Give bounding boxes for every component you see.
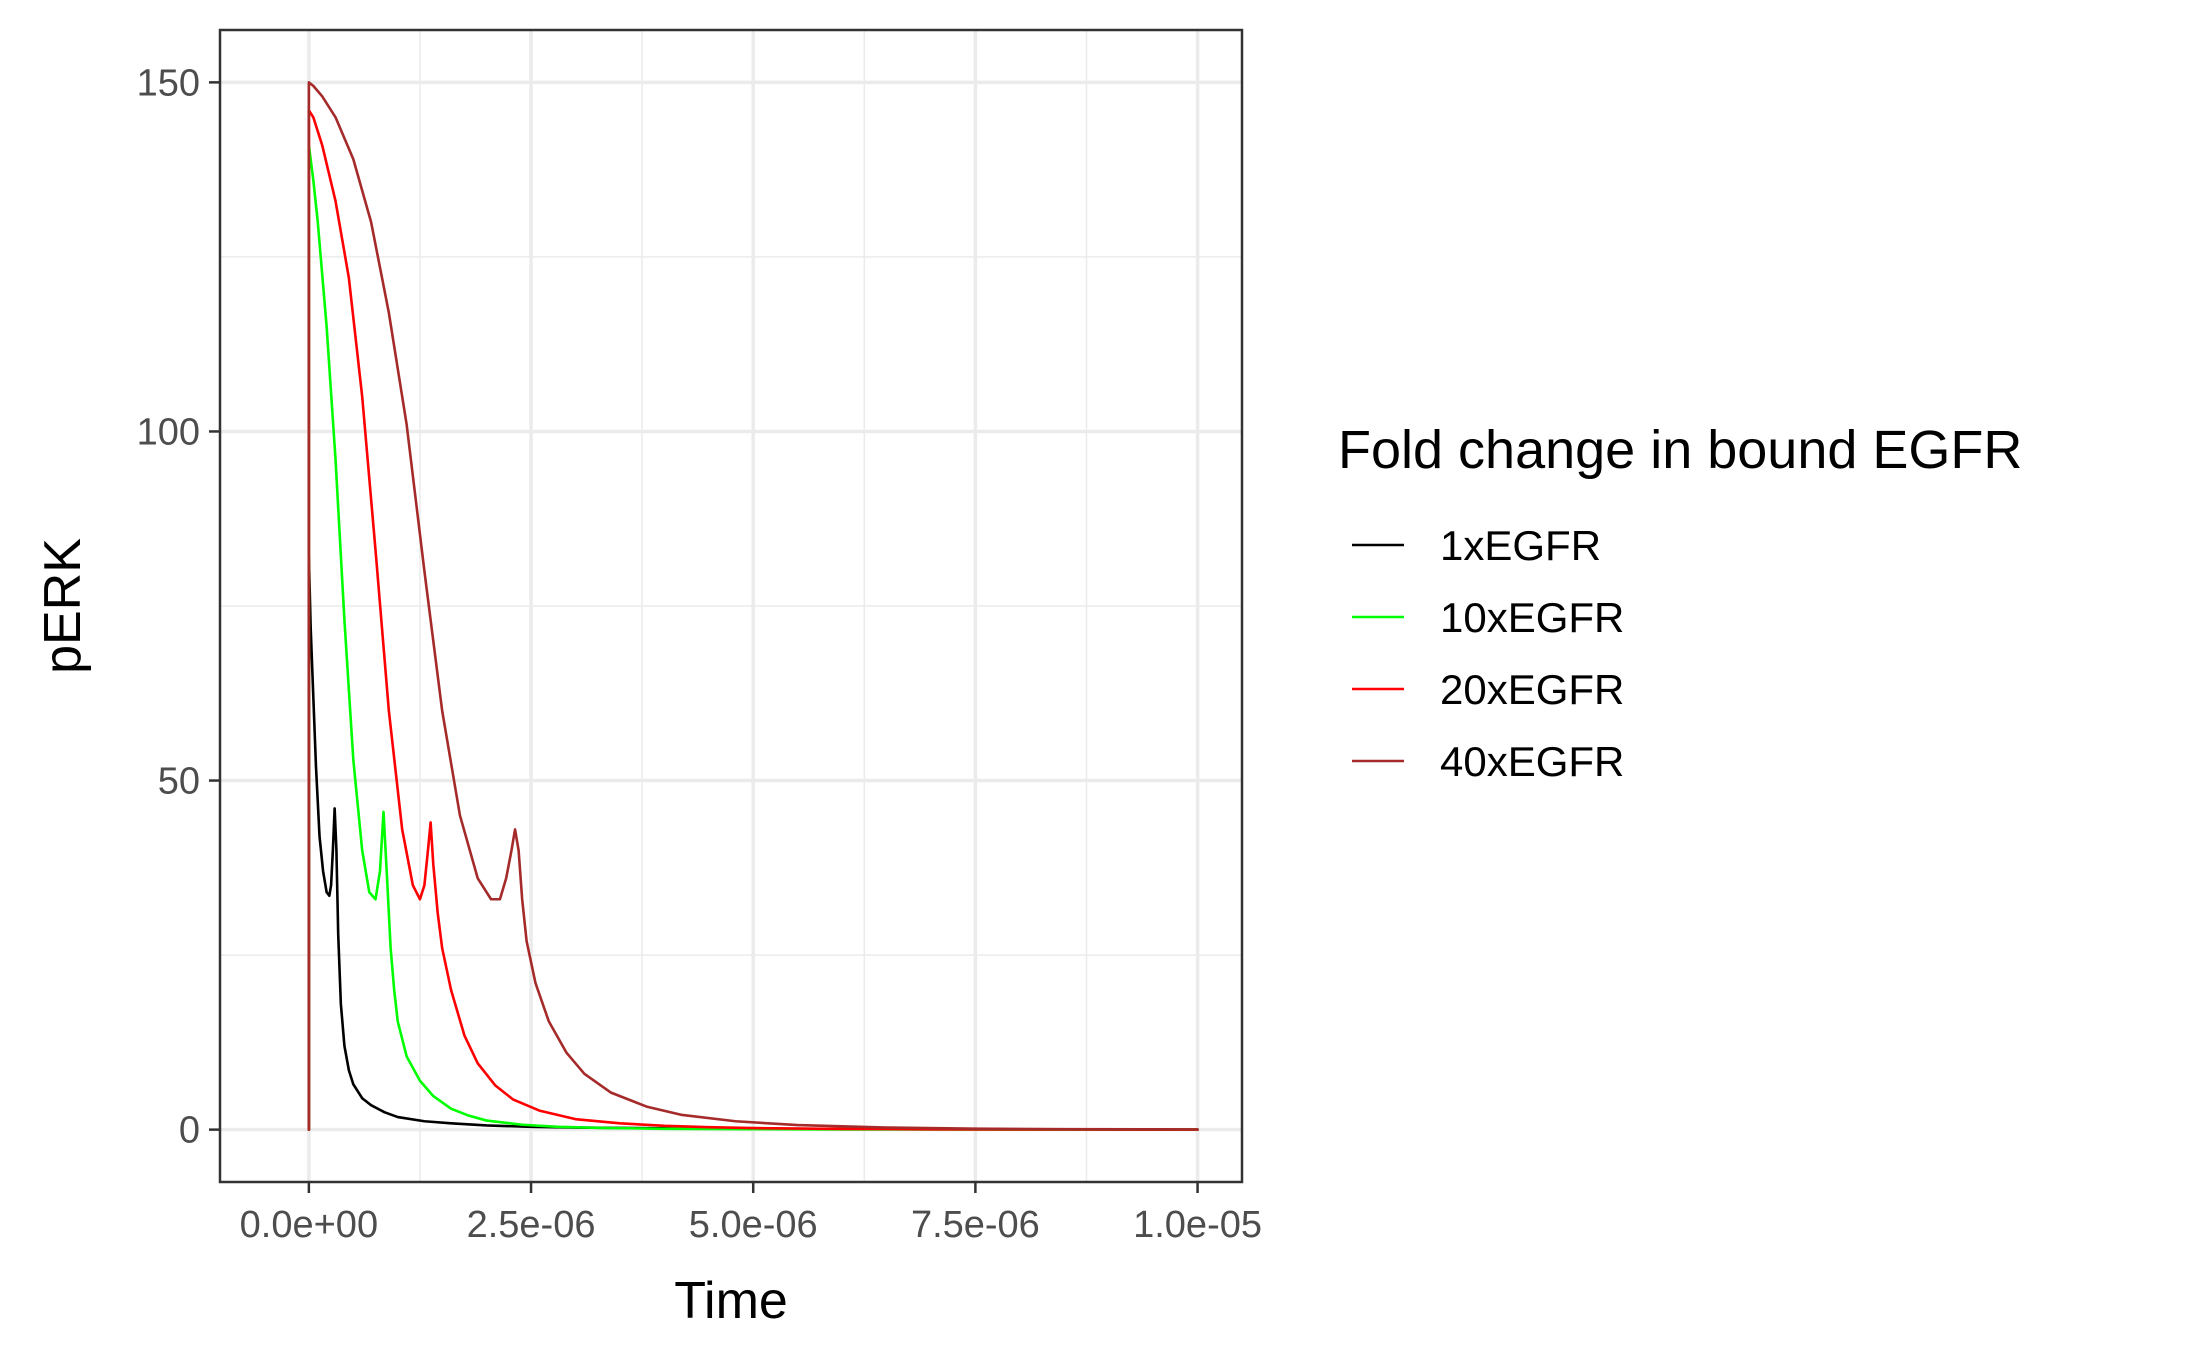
y-axis-title: pERK: [34, 538, 92, 674]
plot-panel-border: [218, 28, 1244, 1184]
legend: Fold change in bound EGFR 1xEGFR 10xEGFR 2…: [1338, 420, 2022, 785]
legend-label-10xEGFR: 10xEGFR: [1440, 594, 1624, 641]
x-tick-label: 5.0e-06: [689, 1204, 818, 1246]
series-line-20xEGFR: [307, 108, 1199, 1131]
x-tick-label: 2.5e-06: [467, 1204, 596, 1246]
legend-label-1xEGFR: 1xEGFR: [1440, 522, 1601, 569]
y-tick-label: 100: [137, 411, 200, 453]
series-line-10xEGFR: [307, 143, 1199, 1131]
x-tick-label: 1.0e-05: [1133, 1204, 1262, 1246]
x-tick-label: 0.0e+00: [240, 1204, 378, 1246]
x-axis-title: Time: [674, 1272, 788, 1330]
x-axis-ticks: 0.0e+00 2.5e-06 5.0e-06 7.5e-06 1.0e-05: [240, 1182, 1262, 1246]
legend-title: Fold change in bound EGFR: [1338, 420, 2022, 480]
series-lines: [307, 81, 1199, 1131]
y-tick-label: 150: [137, 62, 200, 104]
legend-label-40xEGFR: 40xEGFR: [1440, 738, 1624, 785]
legend-label-20xEGFR: 20xEGFR: [1440, 666, 1624, 713]
series-line-40xEGFR: [307, 81, 1199, 1131]
y-tick-label: 0: [179, 1110, 200, 1152]
y-tick-label: 50: [158, 761, 200, 803]
y-axis-ticks: 0 50 100 150: [137, 62, 220, 1152]
minor-gridlines: [220, 30, 1242, 1182]
x-tick-label: 7.5e-06: [911, 1204, 1040, 1246]
